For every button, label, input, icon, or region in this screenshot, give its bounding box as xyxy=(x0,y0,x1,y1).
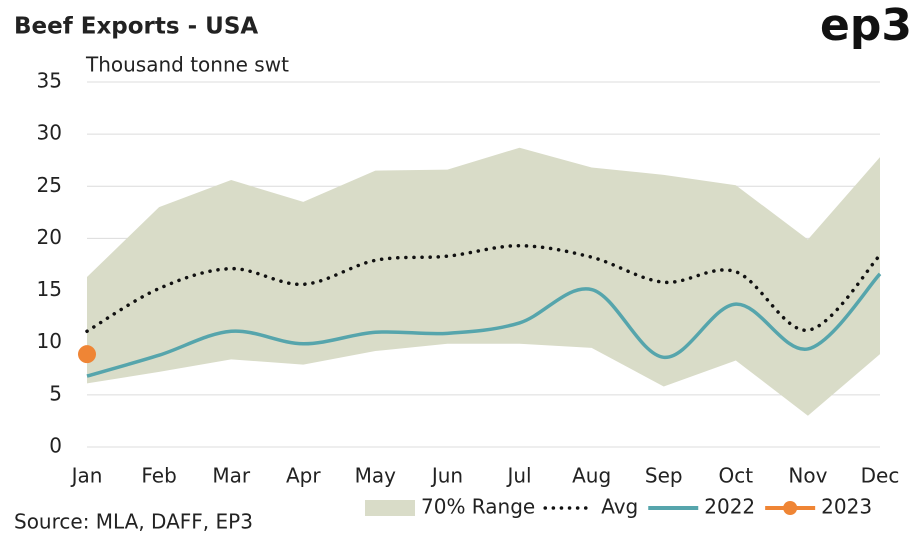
x-tick-label: Sep xyxy=(645,464,683,488)
y-tick-label: 0 xyxy=(49,434,62,458)
x-tick-label: Apr xyxy=(286,464,321,488)
legend-swatch xyxy=(365,500,415,516)
legend-label: Avg xyxy=(601,495,638,519)
y-tick-label: 30 xyxy=(37,121,62,145)
series-line xyxy=(86,272,882,378)
avg-line xyxy=(85,243,882,333)
x-tick-label: Oct xyxy=(719,464,754,488)
y-tick-label: 5 xyxy=(49,381,62,405)
x-tick-label: Feb xyxy=(141,464,176,488)
legend-label: 2022 xyxy=(704,495,755,519)
x-tick-label: Aug xyxy=(572,464,611,488)
x-tick-label: Dec xyxy=(861,464,900,488)
x-tick-label: Nov xyxy=(788,464,827,488)
y-tick-label: 10 xyxy=(37,329,62,353)
y-tick-label: 20 xyxy=(37,225,62,249)
y-tick-label: 25 xyxy=(37,173,62,197)
x-tick-label: May xyxy=(355,464,397,488)
x-tick-label: Jun xyxy=(430,464,463,488)
y-tick-label: 35 xyxy=(37,69,62,93)
x-tick-label: Jan xyxy=(70,464,103,488)
logo: ep3 xyxy=(820,0,912,51)
source: Source: MLA, DAFF, EP3 xyxy=(14,510,253,534)
legend-swatch xyxy=(783,501,798,515)
x-tick-label: Mar xyxy=(212,464,251,488)
x-tick-label: Jul xyxy=(505,464,531,488)
y-axis-label: Thousand tonne swt xyxy=(85,53,289,77)
chart-title: Beef Exports - USA xyxy=(14,14,258,40)
legend-label: 2023 xyxy=(821,495,872,519)
point xyxy=(78,345,96,364)
legend-label: 70% Range xyxy=(421,495,535,519)
range-band xyxy=(87,147,880,416)
y-tick-label: 15 xyxy=(37,277,62,301)
